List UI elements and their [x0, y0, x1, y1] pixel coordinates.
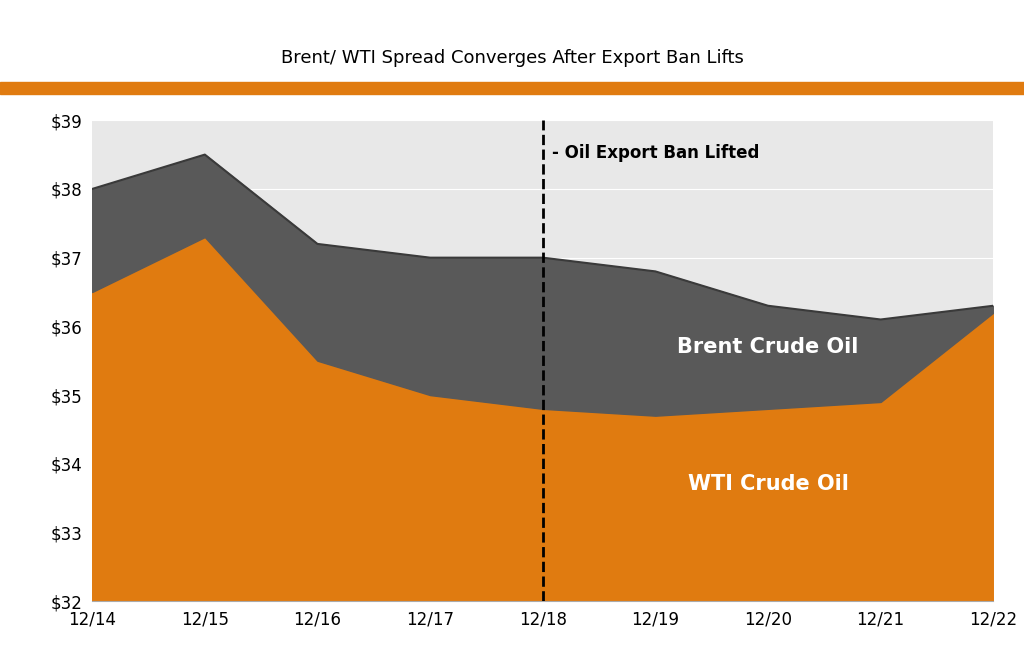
Text: CONSULTING: CONSULTING — [871, 61, 952, 74]
Text: Brent/ WTI Spread Converges After Export Ban Lifts: Brent/ WTI Spread Converges After Export… — [281, 49, 743, 67]
Text: - Oil Export Ban Lifted: - Oil Export Ban Lifted — [552, 144, 759, 162]
Bar — [0, 82, 1024, 94]
Text: ENERCOM: ENERCOM — [799, 21, 952, 49]
Text: Brent Crude Oil: Brent Crude Oil — [677, 337, 859, 357]
Text: WTI Crude Oil: WTI Crude Oil — [687, 474, 849, 494]
